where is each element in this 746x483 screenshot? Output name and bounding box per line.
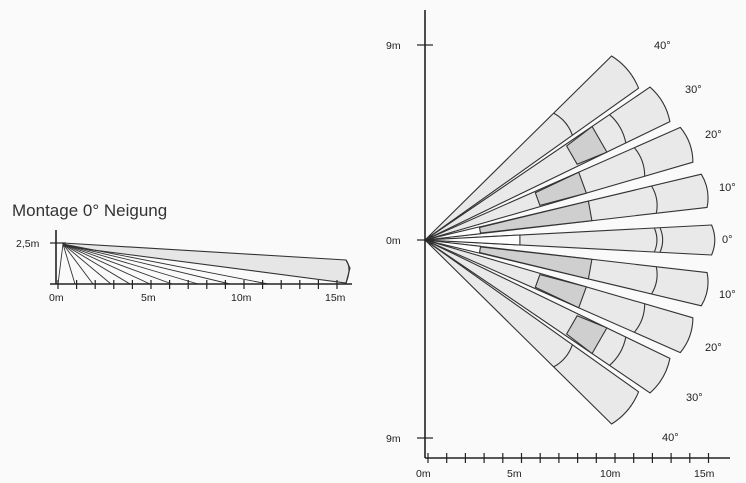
angle-label-upper-20: 20°	[705, 129, 722, 141]
top-x-label-10: 10m	[600, 468, 621, 480]
side-x-label-10: 10m	[231, 292, 252, 304]
beam-body	[424, 86, 671, 241]
top-x-label-5: 5m	[507, 468, 522, 480]
beam-dark-zone	[534, 171, 587, 206]
beam-zone-boundary	[609, 336, 627, 366]
top-x-label-0: 0m	[416, 468, 431, 480]
detection-beam	[424, 86, 671, 241]
angle-label-upper-40: 40°	[654, 40, 671, 52]
angle-label-upper-30: 30°	[685, 84, 702, 96]
y-label-middle: 0m	[386, 235, 401, 247]
beam-zone-boundary	[633, 303, 646, 333]
beam-zone-boundary	[633, 147, 646, 177]
side-view: Montage 0° Neigung 2,5m 0m 5m 10m 15m	[12, 201, 352, 304]
y-label-top: 9m	[386, 40, 401, 52]
side-x-label-5: 5m	[141, 292, 156, 304]
beam-body	[424, 55, 640, 241]
angle-label-lower-30: 30°	[686, 392, 703, 404]
angle-label-0: 0°	[722, 234, 733, 246]
detection-beam	[424, 239, 709, 307]
detection-beam	[424, 239, 671, 394]
top-view: 9m 0m 9m 0m 5m 10m 15m 40° 30° 20° 10° 0…	[386, 10, 736, 480]
detection-beam	[424, 126, 694, 241]
side-view-ticks	[57, 280, 338, 289]
beam-zone-boundary	[553, 112, 573, 136]
height-label: 2,5m	[16, 238, 40, 250]
side-view-fan-lines	[57, 243, 269, 285]
angle-label-upper-10: 10°	[719, 182, 736, 194]
detection-beam	[424, 173, 709, 241]
side-view-beam	[62, 242, 351, 284]
detection-beam	[424, 55, 640, 241]
beam-zone-boundary	[553, 344, 573, 368]
detection-beam	[424, 239, 640, 425]
beam-dark-zone	[534, 274, 587, 309]
beam-zone-boundary	[651, 266, 658, 295]
top-view-beams	[424, 55, 716, 425]
detection-beam	[424, 239, 694, 354]
beam-body	[424, 239, 671, 394]
side-x-label-15: 15m	[325, 292, 346, 304]
side-view-title: Montage 0° Neigung	[12, 201, 167, 220]
beam-body	[424, 239, 640, 425]
angle-label-lower-10: 10°	[719, 289, 736, 301]
beam-body	[424, 224, 716, 256]
beam-dark-zone	[566, 315, 608, 355]
angle-label-lower-40: 40°	[662, 432, 679, 444]
beam-zone-boundary	[659, 227, 664, 253]
beam-white-zone	[424, 239, 482, 254]
beam-white-zone	[424, 226, 482, 241]
detection-beam	[424, 224, 716, 256]
top-view-x-ticks	[427, 453, 710, 463]
side-view-beam-end	[345, 259, 350, 284]
beam-dark-zone	[566, 125, 608, 165]
side-x-label-0: 0m	[49, 292, 64, 304]
beam-zone-boundary	[609, 114, 627, 144]
y-label-bottom: 9m	[386, 433, 401, 445]
top-x-label-15: 15m	[694, 468, 715, 480]
angle-label-lower-20: 20°	[705, 342, 722, 354]
beam-white-zone	[424, 234, 521, 246]
beam-zone-boundary	[651, 185, 658, 214]
beam-zone-boundary	[653, 227, 658, 253]
